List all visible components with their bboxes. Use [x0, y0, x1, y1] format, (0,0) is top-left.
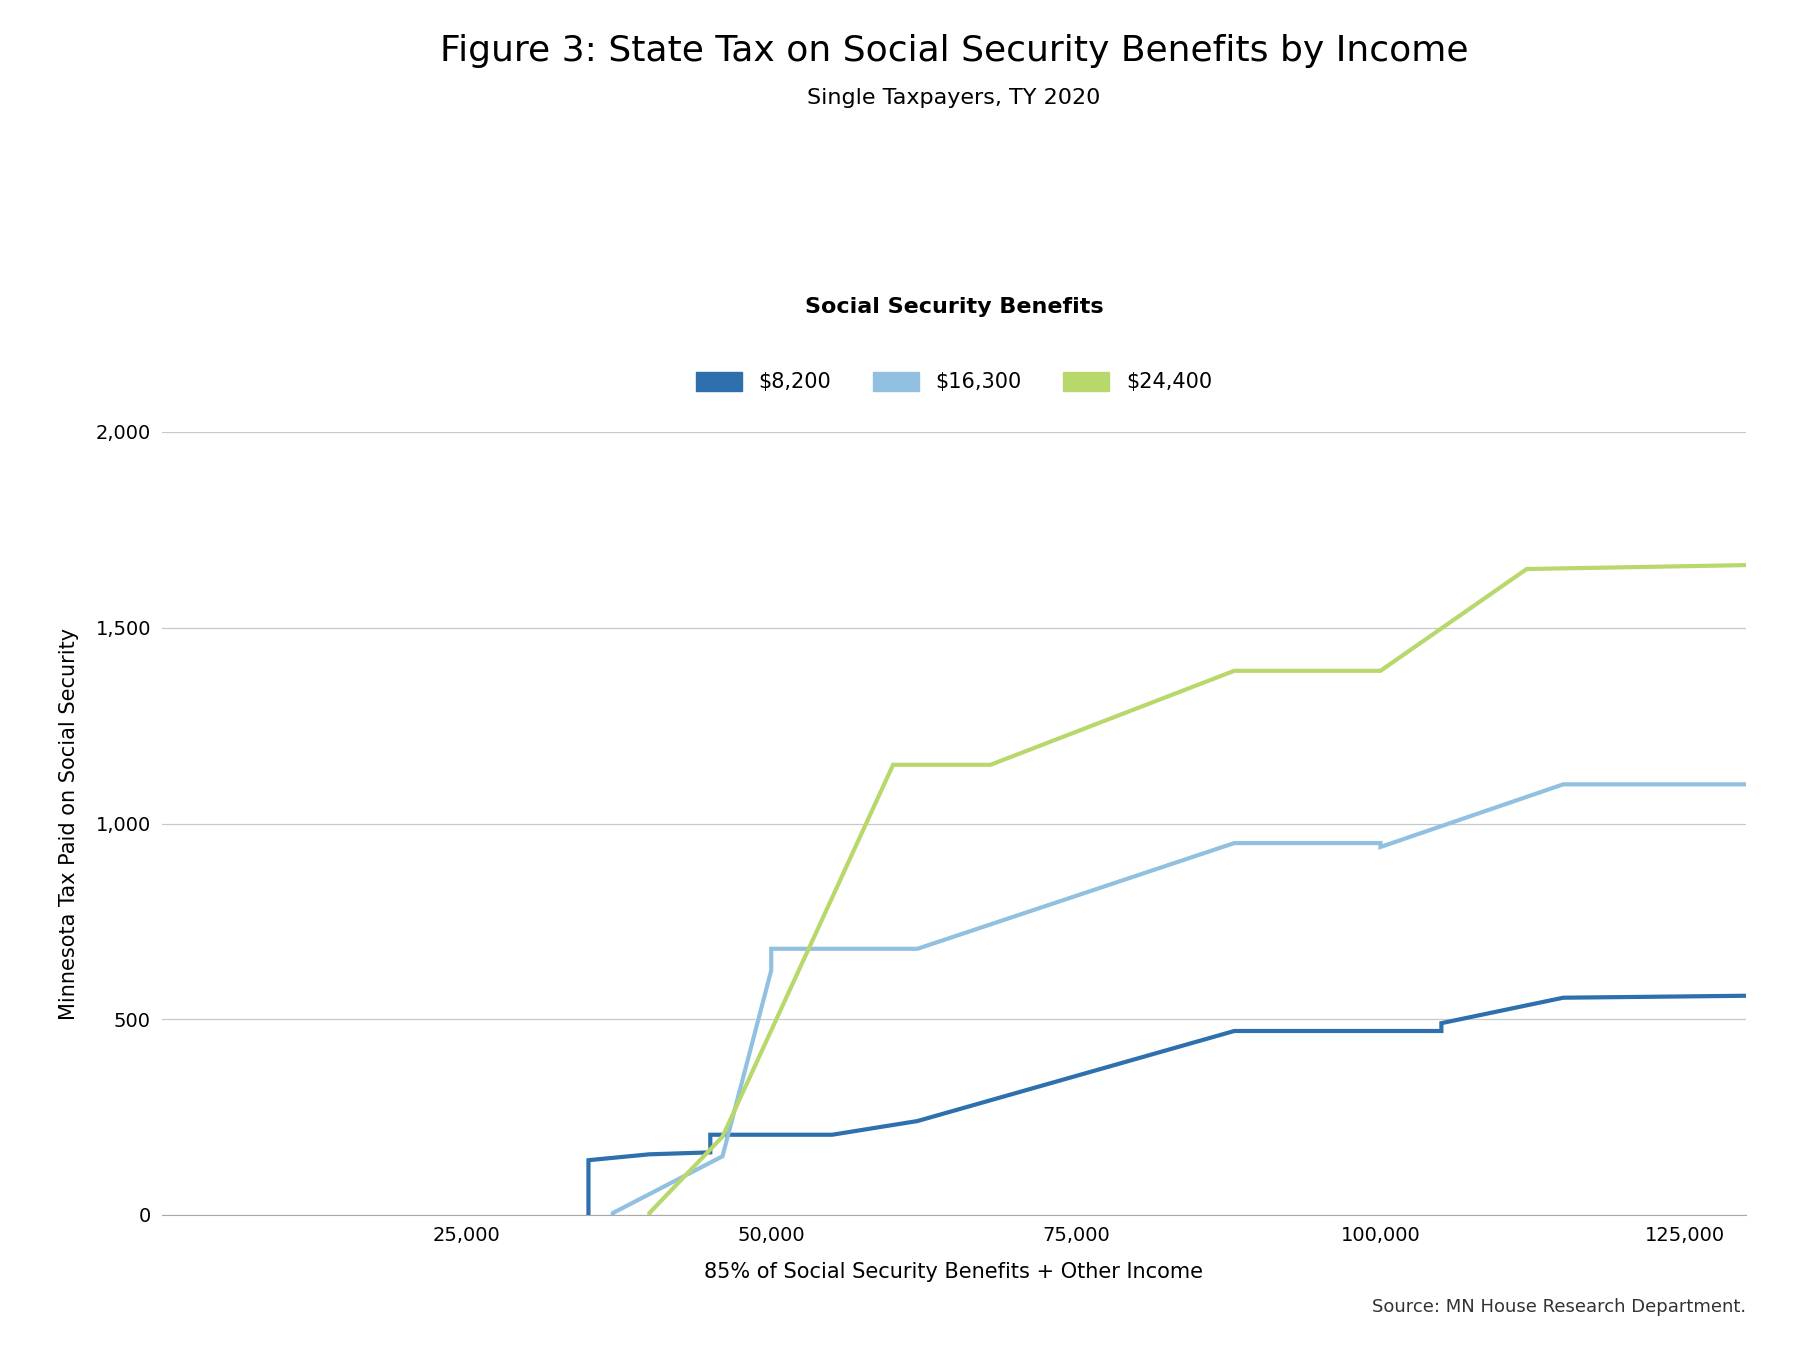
- X-axis label: 85% of Social Security Benefits + Other Income: 85% of Social Security Benefits + Other …: [704, 1262, 1204, 1281]
- Y-axis label: Minnesota Tax Paid on Social Security: Minnesota Tax Paid on Social Security: [59, 628, 79, 1019]
- Text: Single Taxpayers, TY 2020: Single Taxpayers, TY 2020: [808, 88, 1100, 108]
- Legend: $8,200, $16,300, $24,400: $8,200, $16,300, $24,400: [697, 373, 1211, 393]
- Text: Social Security Benefits: Social Security Benefits: [805, 297, 1103, 317]
- Text: Source: MN House Research Department.: Source: MN House Research Department.: [1372, 1299, 1746, 1316]
- Text: Figure 3: State Tax on Social Security Benefits by Income: Figure 3: State Tax on Social Security B…: [439, 34, 1469, 68]
